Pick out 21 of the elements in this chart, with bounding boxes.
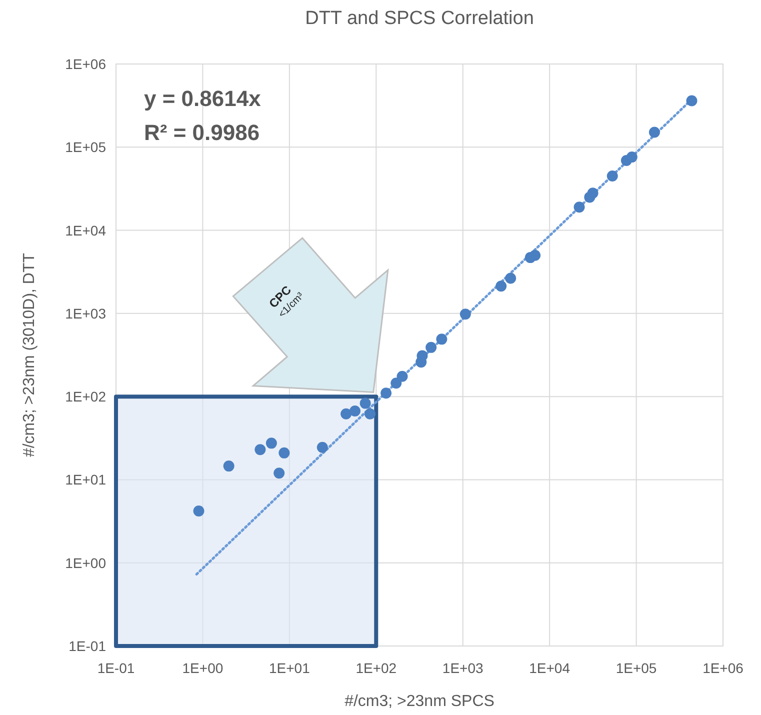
annotation: R² = 0.9986 [144, 120, 260, 145]
y-tick-label: 1E+01 [65, 472, 106, 488]
y-tick-label: 1E+00 [65, 554, 106, 571]
x-tick-label: 1E+02 [356, 660, 397, 676]
y-tick-label: 1E+06 [65, 56, 106, 72]
y-tick-label: 1E+05 [65, 139, 106, 156]
y-tick-label: 1E+03 [65, 305, 106, 322]
x-tick-label: 1E+01 [268, 660, 310, 676]
x-tick-label: 1E+05 [616, 660, 657, 676]
x-tick-label: 1E+04 [529, 660, 570, 676]
y-tick-label: 1E+04 [65, 222, 106, 238]
x-tick-label: 1E+03 [442, 660, 484, 676]
x-axis-title: #/cm3; >23nm SPCS [344, 693, 494, 710]
y-axis-title: #/cm3; >23nm (3010D), DTT [21, 252, 38, 458]
x-tick-label: 1E-01 [97, 660, 135, 676]
x-tick-label: 1E+00 [182, 660, 224, 676]
annotation: y = 0.8614x [144, 86, 262, 111]
y-tick-label: 1E+02 [65, 388, 106, 405]
x-tick-label: 1E+06 [702, 660, 744, 676]
y-tick-label: 1E-01 [68, 638, 106, 654]
chart-title: DTT and SPCS Correlation [305, 8, 534, 29]
